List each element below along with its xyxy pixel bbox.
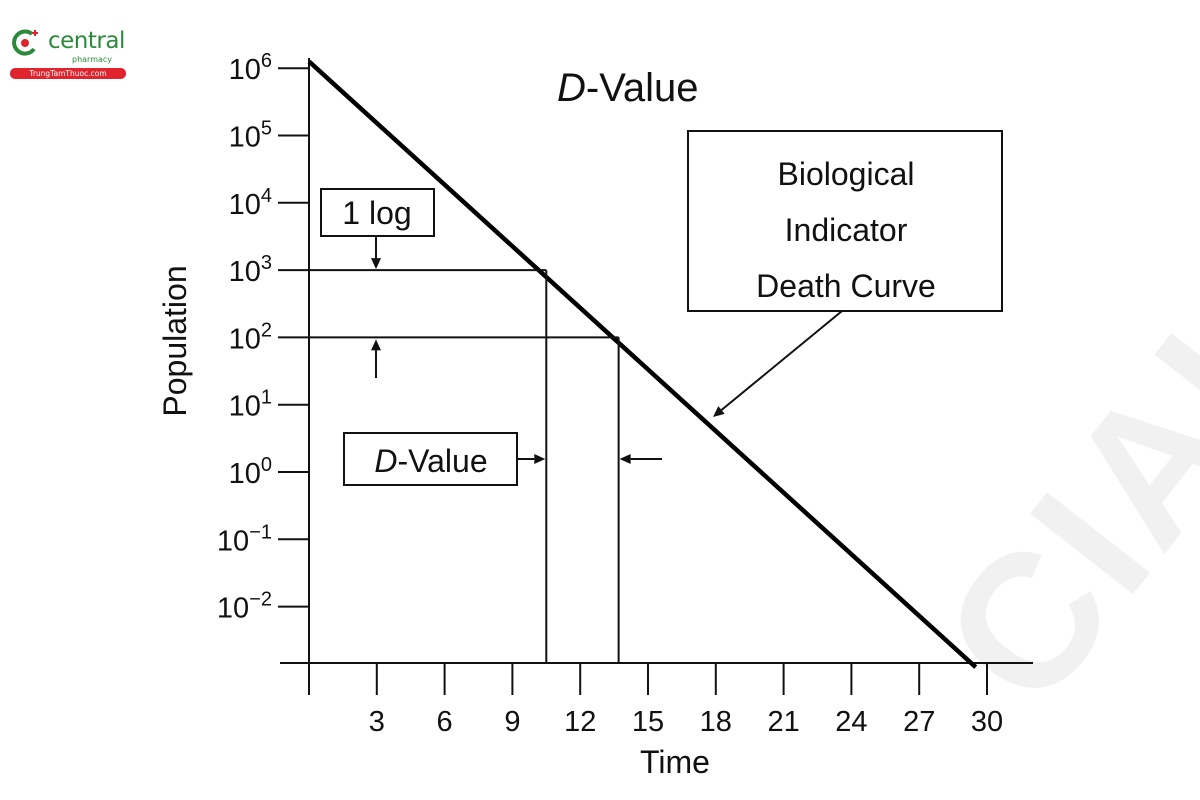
d-value-box: [343, 432, 518, 486]
d-value-arrow-left: [619, 454, 662, 464]
y-tick-label: 104: [229, 185, 272, 221]
x-tick-label: 30: [971, 706, 1003, 738]
x-tick-label: 12: [564, 706, 596, 738]
y-tick-label: 100: [229, 454, 272, 490]
logo-url: TrungTamThuoc.com: [10, 68, 126, 79]
x-tick-label: 6: [437, 706, 453, 738]
d-value-label: D-Value: [374, 443, 487, 479]
y-tick-label: 102: [229, 319, 272, 355]
y-tick-label: 10−2: [217, 589, 272, 625]
one-log-arrow-down: [371, 236, 381, 270]
one-log-label: 1 log: [342, 195, 411, 231]
death-curve-line: [307, 59, 978, 669]
x-tick-label: 3: [369, 706, 385, 738]
x-tick-label: 21: [767, 706, 799, 738]
x-tick-label: 24: [835, 706, 867, 738]
curve-label-line: Indicator: [785, 212, 908, 248]
x-tick-label: 18: [700, 706, 732, 738]
curve-label-arrow-shaft: [720, 310, 843, 411]
y-tick-label: 105: [229, 118, 272, 154]
logo-subtitle: pharmacy: [72, 55, 113, 64]
d-value-arrow-left-head: [619, 454, 631, 464]
curve-label-box: [687, 130, 1003, 312]
chart-title: D-Value: [557, 66, 699, 110]
y-axis-title: Population: [157, 265, 193, 416]
one-log-arrow-up: [371, 339, 381, 378]
y-tick-label: 106: [229, 50, 272, 86]
logo-name: central: [48, 28, 125, 54]
curve-label-arrow: [713, 310, 843, 417]
curve-label-arrow-head: [713, 406, 725, 417]
one-log-box: [320, 188, 435, 237]
y-tick-label: 10−1: [217, 521, 272, 557]
y-tick-label: 101: [229, 387, 272, 423]
d-value-arrow-right-head: [534, 454, 546, 464]
x-axis-title: Time: [640, 744, 710, 780]
x-tick-label: 15: [632, 706, 664, 738]
d-value-arrow-right: [518, 454, 546, 464]
x-tick-label: 27: [903, 706, 935, 738]
curve-label-line: Death Curve: [756, 268, 936, 304]
one-log-arrow-up-head: [371, 339, 381, 351]
brand-logo: central pharmacy TrungTamThuoc.com: [8, 26, 130, 82]
x-tick-label: 9: [504, 706, 520, 738]
one-log-arrow-down-head: [371, 258, 381, 270]
logo-ring-icon: [12, 29, 38, 56]
curve-label-line: Biological: [778, 156, 915, 192]
y-tick-label: 103: [229, 252, 272, 288]
